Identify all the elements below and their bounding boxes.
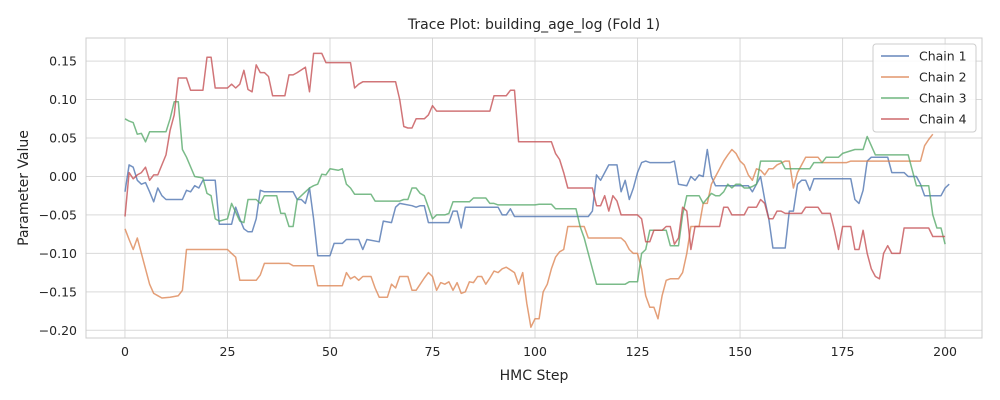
- plot-frame: [85, 37, 983, 339]
- x-tick-label: 100: [523, 344, 547, 359]
- legend-label: Chain 2: [919, 70, 967, 85]
- x-tick-label: 200: [933, 344, 957, 359]
- x-axis-label: HMC Step: [500, 368, 569, 384]
- legend-label: Chain 4: [919, 112, 967, 127]
- series-line-chain-3: [124, 101, 946, 285]
- y-tick-label: −0.05: [39, 207, 77, 222]
- series-lines: [124, 52, 950, 328]
- x-tick-label: 175: [831, 344, 855, 359]
- y-axis-ticks: 0.15 0.10 0.05 0.00 −0.05 −0.10 −0.15 −0.20: [39, 54, 77, 338]
- x-tick-label: 50: [322, 344, 338, 359]
- y-tick-label: −0.20: [39, 323, 77, 338]
- y-tick-label: 0.05: [49, 131, 77, 146]
- x-tick-label: 0: [121, 344, 129, 359]
- x-tick-label: 75: [425, 344, 441, 359]
- series-line-chain-1: [124, 148, 950, 257]
- grid-lines: [86, 38, 982, 338]
- y-tick-label: 0.15: [49, 54, 77, 69]
- legend-box: [872, 43, 977, 133]
- series-line-chain-4: [124, 52, 946, 280]
- x-axis-ticks: 0 25 50 75 100 125 150 175 200: [121, 344, 957, 359]
- y-tick-label: −0.10: [39, 246, 77, 261]
- x-tick-label: 150: [728, 344, 752, 359]
- legend-label: Chain 3: [919, 91, 967, 106]
- y-axis-label: Parameter Value: [16, 130, 32, 246]
- legend-label: Chain 1: [919, 49, 967, 64]
- legend: Chain 1 Chain 2 Chain 3 Chain 4: [872, 43, 977, 133]
- series-line-chain-2: [124, 133, 934, 328]
- y-tick-label: 0.00: [49, 169, 77, 184]
- y-tick-label: −0.15: [39, 284, 77, 299]
- x-tick-label: 125: [626, 344, 650, 359]
- y-tick-label: 0.10: [49, 92, 77, 107]
- x-tick-label: 25: [220, 344, 236, 359]
- chart-title: Trace Plot: building_age_log (Fold 1): [407, 17, 660, 33]
